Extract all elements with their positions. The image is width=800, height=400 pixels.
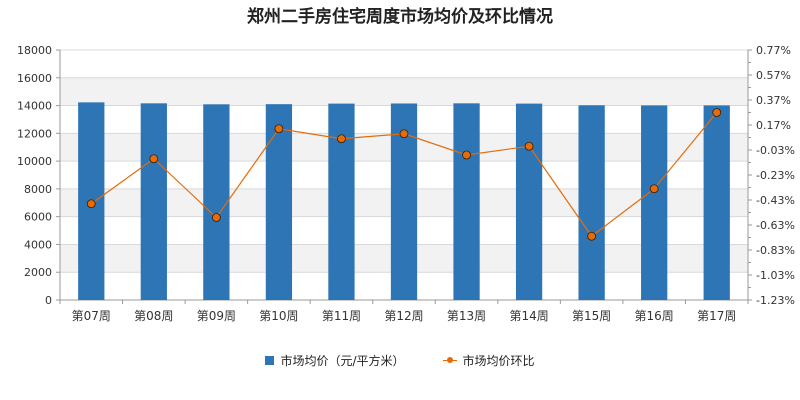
point-第17周: [712, 108, 722, 117]
y-right-tick-label: -0.83%: [756, 244, 795, 257]
point-第16周: [649, 184, 659, 194]
x-tick-label: 第16周: [635, 309, 674, 323]
y-left-tick-label: 12000: [17, 127, 52, 140]
x-tick-label: 第17周: [697, 309, 736, 323]
y-right-tick-label: -1.03%: [756, 269, 795, 282]
legend-line-swatch: [442, 356, 457, 365]
bar-第16周: [641, 105, 668, 301]
bar-第10周: [265, 104, 293, 301]
bar-第17周: [703, 105, 730, 301]
y-left-tick-label: 10000: [17, 155, 52, 168]
x-tick-label: 第13周: [447, 309, 486, 323]
bar-第08周: [140, 103, 167, 300]
bar-第11周: [328, 103, 355, 300]
bar-第13周: [453, 103, 480, 300]
y-right-tick-label: -1.23%: [756, 294, 795, 307]
x-tick-label: 第14周: [509, 309, 548, 323]
y-left-tick-label: 2000: [24, 266, 52, 279]
x-tick-label: 第10周: [259, 309, 298, 323]
x-tick-label: 第15周: [572, 309, 611, 323]
y-right-tick-label: -0.43%: [756, 194, 795, 207]
point-第10周: [274, 124, 284, 134]
point-第12周: [399, 129, 409, 139]
legend-bar-swatch: [265, 356, 275, 365]
legend-item-change[interactable]: 市场均价环比: [442, 352, 535, 369]
point-第13周: [462, 150, 471, 160]
legend-label-price: 市场均价（元/平方米）: [280, 354, 405, 368]
y-right-tick-label: 0.17%: [756, 119, 791, 132]
point-第14周: [524, 141, 534, 151]
y-left-tick-label: 18000: [17, 44, 52, 57]
x-tick-label: 第07周: [72, 309, 111, 323]
x-tick-label: 第09周: [197, 309, 236, 323]
grid-band: [60, 77, 748, 106]
y-right-tick-label: 0.37%: [756, 94, 791, 107]
legend-item-price[interactable]: 市场均价（元/平方米）: [265, 352, 405, 369]
y-right-tick-label: -0.63%: [756, 219, 795, 232]
x-tick-label: 第08周: [134, 309, 173, 323]
point-第15周: [587, 231, 597, 241]
y-right-tick-label: 0.57%: [756, 69, 791, 82]
y-right-tick-label: -0.23%: [756, 169, 795, 182]
bar-第14周: [515, 103, 543, 300]
bar-第09周: [203, 104, 230, 300]
point-第09周: [211, 213, 221, 222]
y-right-tick-label: -0.03%: [756, 144, 795, 157]
y-right-tick-label: 0.77%: [756, 44, 791, 57]
legend-label-change: 市场均价环比: [462, 354, 535, 368]
chart-title: 郑州二手房住宅周度市场均价及环比情况: [247, 7, 553, 27]
bar-第15周: [578, 105, 605, 301]
y-left-tick-label: 8000: [24, 183, 52, 196]
chart-legend: 市场均价（元/平方米） 市场均价环比: [0, 352, 800, 369]
point-第08周: [149, 154, 159, 164]
y-left-tick-label: 6000: [24, 211, 52, 224]
point-第11周: [337, 134, 346, 144]
y-left-tick-label: 0: [45, 294, 52, 307]
y-left-tick-label: 4000: [24, 238, 52, 251]
y-left-tick-label: 16000: [17, 72, 52, 85]
x-tick-label: 第11周: [322, 309, 361, 323]
point-第07周: [86, 199, 96, 209]
x-tick-label: 第12周: [384, 309, 423, 323]
y-left-tick-label: 14000: [17, 100, 52, 113]
